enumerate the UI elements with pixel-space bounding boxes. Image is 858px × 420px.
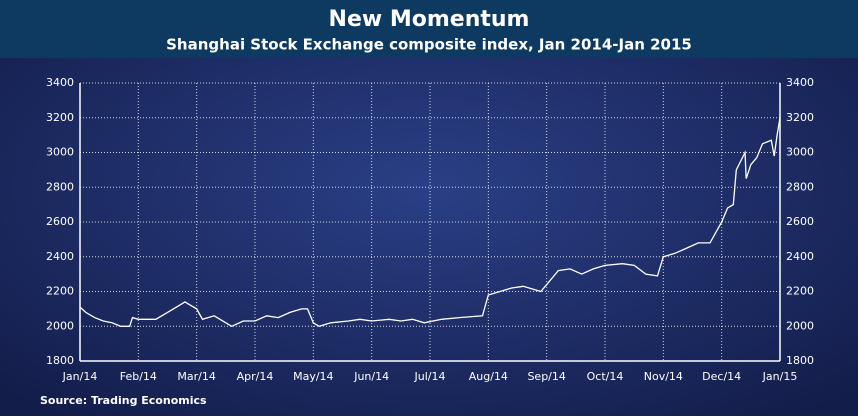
- x-tick-label: Aug/14: [469, 370, 508, 383]
- y-tick-label: 2200: [46, 285, 74, 298]
- x-tick-label: May/14: [293, 370, 333, 383]
- y2-tick-label: 1800: [786, 354, 814, 367]
- y-tick-label: 2400: [46, 250, 74, 263]
- y2-tick-label: 2600: [786, 215, 814, 228]
- y2-tick-label: 3000: [786, 146, 814, 159]
- y2-tick-label: 3200: [786, 111, 814, 124]
- x-tick-label: Jan/15: [762, 370, 798, 383]
- x-tick-label: Jul/14: [414, 370, 446, 383]
- y2-tick-label: 2400: [786, 250, 814, 263]
- y2-tick-label: 2800: [786, 180, 814, 193]
- source: Source: Trading Economics: [40, 394, 207, 407]
- y-tick-label: 3400: [46, 76, 74, 89]
- x-tick-label: Jun/14: [353, 370, 389, 383]
- y-tick-label: 3200: [46, 111, 74, 124]
- x-tick-label: Oct/14: [587, 370, 624, 383]
- chart-title: New Momentum: [329, 7, 530, 32]
- y2-tick-label: 2000: [786, 319, 814, 332]
- y-tick-label: 2000: [46, 319, 74, 332]
- chart-subtitle: Shanghai Stock Exchange composite index,…: [166, 36, 692, 54]
- header-bar: [0, 0, 858, 58]
- x-tick-label: Apr/14: [237, 370, 274, 383]
- x-tick-label: Dec/14: [702, 370, 741, 383]
- y-tick-label: 2800: [46, 180, 74, 193]
- x-tick-label: Feb/14: [120, 370, 157, 383]
- y2-tick-label: 3400: [786, 76, 814, 89]
- x-tick-label: Mar/14: [177, 370, 215, 383]
- y-tick-label: 3000: [46, 146, 74, 159]
- data-line: [79, 117, 781, 328]
- x-tick-label: Jan/14: [62, 370, 98, 383]
- x-tick-label: Sep/14: [527, 370, 565, 383]
- y-tick-label: 1800: [46, 354, 74, 367]
- y-tick-label: 2600: [46, 215, 74, 228]
- y2-tick-label: 2200: [786, 285, 814, 298]
- x-tick-label: Nov/14: [644, 370, 683, 383]
